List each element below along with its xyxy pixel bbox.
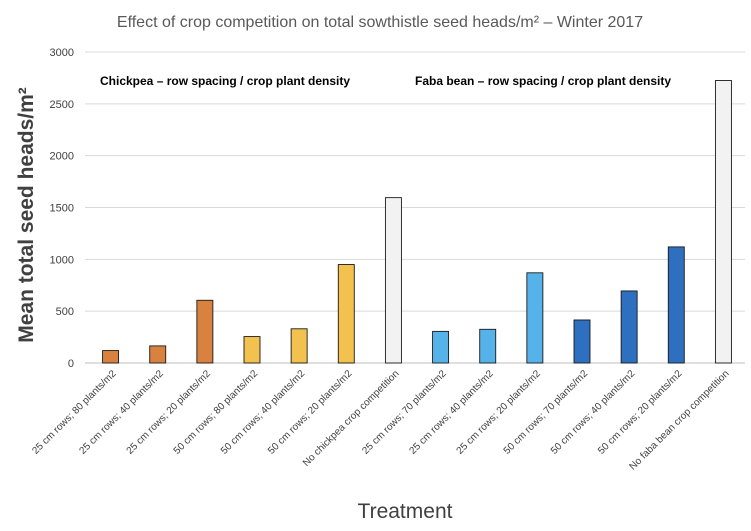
bar xyxy=(290,328,308,364)
y-tick-labels: 0 500 1000 1500 2000 2500 3000 xyxy=(50,47,74,370)
gridlines xyxy=(85,51,745,364)
bar xyxy=(573,319,591,364)
x-tick-label: 50 cm rows; 20 plants/m2 xyxy=(266,368,355,457)
x-tick-label: 25 cm rows; 20 plants/m2 xyxy=(455,368,544,457)
bar xyxy=(196,299,214,364)
y-tick-label: 3000 xyxy=(50,47,74,59)
x-tick-label: No chickpea crop competition xyxy=(301,368,402,469)
chart-title: Effect of crop competition on total sowt… xyxy=(117,14,643,31)
x-tick-label: 25 cm rows; 70 plants/m2 xyxy=(360,368,449,457)
y-axis-label: Mean total seed heads/m² xyxy=(15,87,38,343)
x-tick-label: 25 cm rows; 20 plants/m2 xyxy=(125,368,214,457)
x-tick-label: 50 cm rows; 20 plants/m2 xyxy=(596,368,685,457)
x-axis-label: Treatment xyxy=(358,500,453,523)
bar xyxy=(714,80,732,364)
annotation-chickpea: Chickpea – row spacing / crop plant dens… xyxy=(100,74,350,88)
x-tick-label: 50 cm rows; 70 plants/m2 xyxy=(502,368,591,457)
x-tick-label: 25 cm rows; 40 plants/m2 xyxy=(407,368,496,457)
bar xyxy=(149,345,167,364)
y-tick-label: 0 xyxy=(68,358,74,370)
bar xyxy=(102,350,120,364)
bars xyxy=(102,80,732,364)
y-tick-label: 2000 xyxy=(50,151,74,163)
y-tick-label: 2500 xyxy=(50,99,74,111)
bar xyxy=(620,290,638,364)
y-tick-label: 500 xyxy=(56,306,74,318)
bar xyxy=(479,328,497,364)
annotation-faba-bean: Faba bean – row spacing / crop plant den… xyxy=(415,74,671,88)
x-tick-label: 50 cm rows; 80 plants/m2 xyxy=(172,368,261,457)
bar xyxy=(337,264,355,364)
bar xyxy=(384,197,402,364)
bar xyxy=(243,336,261,364)
x-tick-label: 25 cm rows; 80 plants/m2 xyxy=(30,368,119,457)
bar xyxy=(667,246,685,364)
y-tick-label: 1500 xyxy=(50,203,74,215)
x-tick-label: No faba bean crop competition xyxy=(627,368,731,472)
x-tick-label: 50 cm rows; 40 plants/m2 xyxy=(219,368,308,457)
bar xyxy=(432,330,450,364)
x-tick-label: 50 cm rows; 40 plants/m2 xyxy=(549,368,638,457)
bar xyxy=(526,272,544,364)
x-tick-label: 25 cm rows; 40 plants/m2 xyxy=(77,368,166,457)
y-tick-label: 1000 xyxy=(50,254,74,266)
